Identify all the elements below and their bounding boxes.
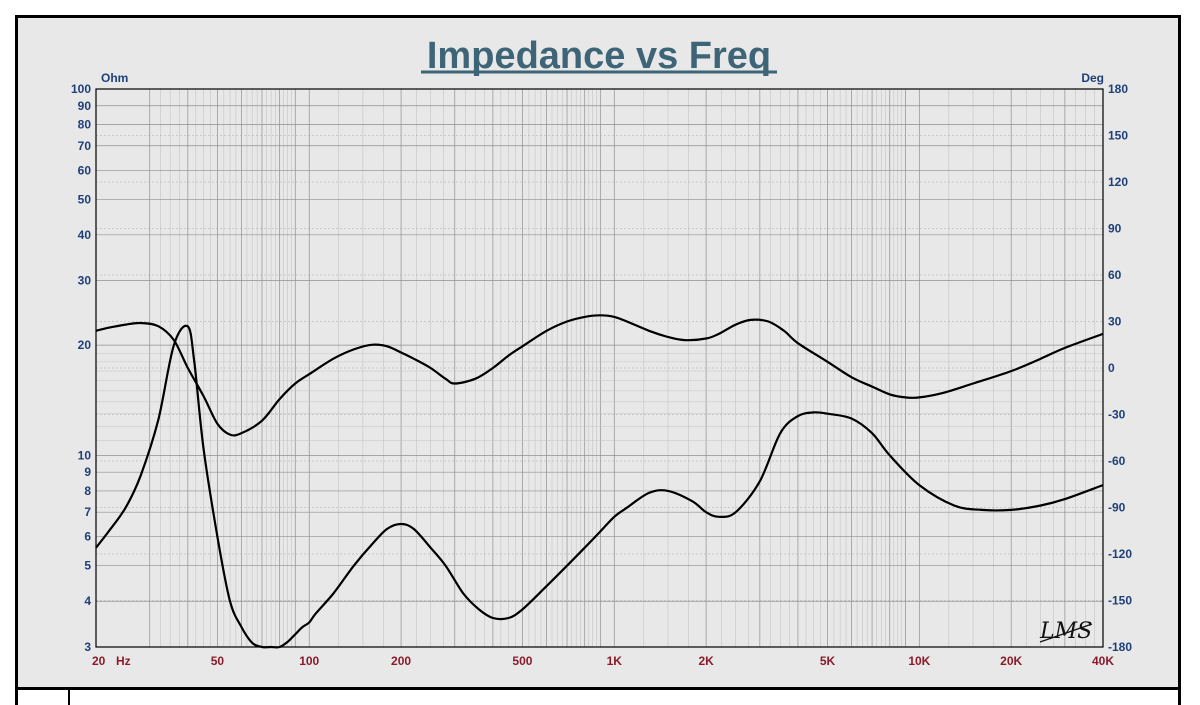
x-tick-label: 50	[211, 654, 225, 668]
left-tick-label: 5	[84, 559, 91, 573]
x-tick-label: 40K	[1092, 654, 1114, 668]
x-tick-label: 20K	[1000, 654, 1022, 668]
left-tick-label: 40	[78, 228, 92, 242]
right-axis-unit: Deg	[1081, 71, 1104, 85]
x-tick-label: 10K	[908, 654, 930, 668]
right-tick-label: -150	[1108, 594, 1132, 608]
right-tick-label: -30	[1108, 408, 1126, 422]
left-tick-label: 90	[78, 99, 92, 113]
right-tick-label: 180	[1108, 82, 1128, 96]
x-tick-label: 100	[299, 654, 319, 668]
left-tick-label: 4	[84, 594, 91, 608]
x-tick-label: 20	[92, 654, 106, 668]
chart-title: Impedance vs Freq	[427, 35, 771, 77]
left-tick-label: 7	[84, 505, 91, 519]
x-tick-label: 2K	[698, 654, 714, 668]
right-tick-label: -180	[1108, 640, 1132, 654]
left-tick-label: 80	[78, 118, 92, 132]
left-axis-unit: Ohm	[101, 71, 128, 85]
axis-ticks: 20 50 100 200 500 1K 2K 5K 10K 20K 40K345678910203…	[71, 82, 1132, 668]
x-tick-label: 5K	[820, 654, 836, 668]
right-tick-label: 120	[1108, 175, 1128, 189]
left-tick-label: 3	[84, 640, 91, 654]
left-tick-label: 8	[84, 484, 91, 498]
right-tick-label: -90	[1108, 501, 1126, 515]
left-tick-label: 100	[71, 82, 91, 96]
left-tick-label: 60	[78, 163, 92, 177]
right-tick-label: 150	[1108, 129, 1128, 143]
series-layer	[95, 314, 1104, 649]
right-tick-label: -120	[1108, 547, 1132, 561]
lms-logo: LMS	[1039, 619, 1092, 644]
left-tick-label: 50	[78, 192, 92, 206]
right-tick-label: 30	[1108, 315, 1122, 329]
left-tick-label: 6	[84, 530, 91, 544]
x-tick-label: 500	[512, 654, 532, 668]
left-tick-label: 30	[78, 274, 92, 288]
x-tick-label: 1K	[607, 654, 623, 668]
right-tick-label: 60	[1108, 268, 1122, 282]
x-axis-unit: Hz	[116, 654, 131, 668]
left-tick-label: 10	[78, 448, 92, 462]
left-tick-label: 20	[78, 338, 92, 352]
plot-border	[95, 88, 1104, 648]
bottom-strip-divider	[68, 690, 70, 705]
left-tick-label: 9	[84, 465, 91, 479]
right-tick-label: -60	[1108, 454, 1126, 468]
plot-grid	[96, 88, 1103, 648]
right-tick-label: 0	[1108, 361, 1115, 375]
chart-frame	[15, 15, 1181, 690]
right-tick-label: 90	[1108, 222, 1122, 236]
impedance-curve	[95, 324, 1104, 649]
left-tick-label: 70	[78, 139, 92, 153]
phase-curve	[95, 314, 1104, 437]
x-tick-label: 200	[391, 654, 411, 668]
logo-underline	[1039, 623, 1093, 643]
bottom-strip	[15, 690, 1181, 705]
